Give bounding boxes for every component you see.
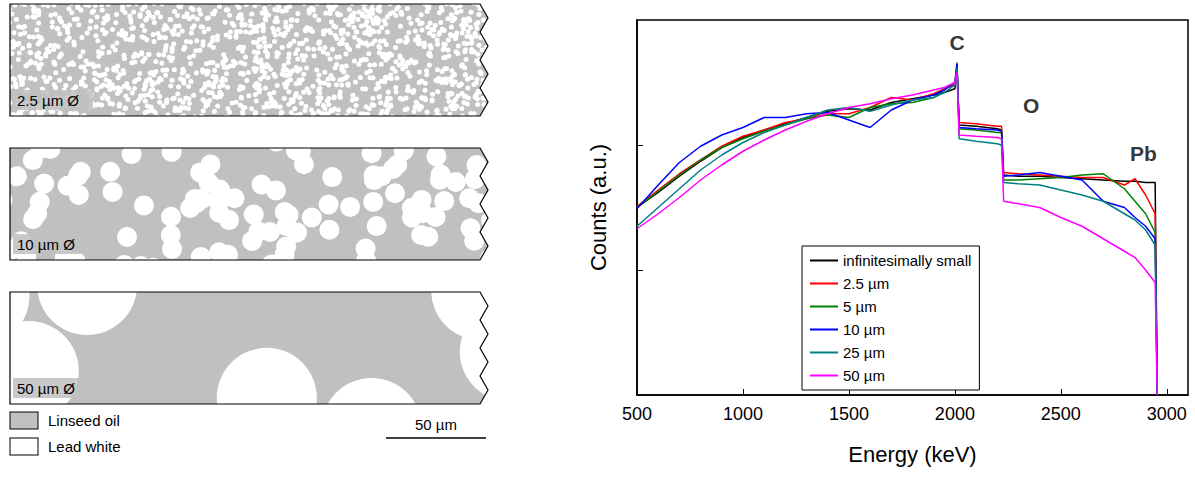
- svg-text:2000: 2000: [935, 404, 975, 424]
- svg-text:2.5 µm: 2.5 µm: [843, 275, 889, 292]
- svg-text:Energy (keV): Energy (keV): [848, 442, 976, 467]
- svg-text:Counts (a.u.): Counts (a.u.): [586, 144, 611, 271]
- svg-text:50 µm: 50 µm: [843, 367, 885, 384]
- svg-text:10 µm Ø: 10 µm Ø: [17, 236, 75, 253]
- svg-text:infinitesimally small: infinitesimally small: [843, 252, 971, 269]
- svg-text:10 µm: 10 µm: [843, 321, 885, 338]
- svg-text:50 µm Ø: 50 µm Ø: [17, 380, 75, 397]
- svg-text:500: 500: [622, 404, 652, 424]
- svg-text:2500: 2500: [1041, 404, 1081, 424]
- svg-text:C: C: [949, 31, 964, 54]
- svg-text:5 µm: 5 µm: [843, 298, 877, 315]
- svg-text:2.5 µm Ø: 2.5 µm Ø: [17, 92, 79, 109]
- svg-text:50 µm: 50 µm: [415, 416, 457, 433]
- svg-text:25 µm: 25 µm: [843, 344, 885, 361]
- svg-text:3000: 3000: [1147, 404, 1187, 424]
- svg-text:Linseed oil: Linseed oil: [48, 412, 120, 429]
- svg-text:O: O: [1023, 94, 1039, 117]
- svg-text:1500: 1500: [829, 404, 869, 424]
- svg-text:1000: 1000: [723, 404, 763, 424]
- svg-text:Lead white: Lead white: [48, 438, 121, 455]
- svg-text:Pb: Pb: [1130, 142, 1157, 165]
